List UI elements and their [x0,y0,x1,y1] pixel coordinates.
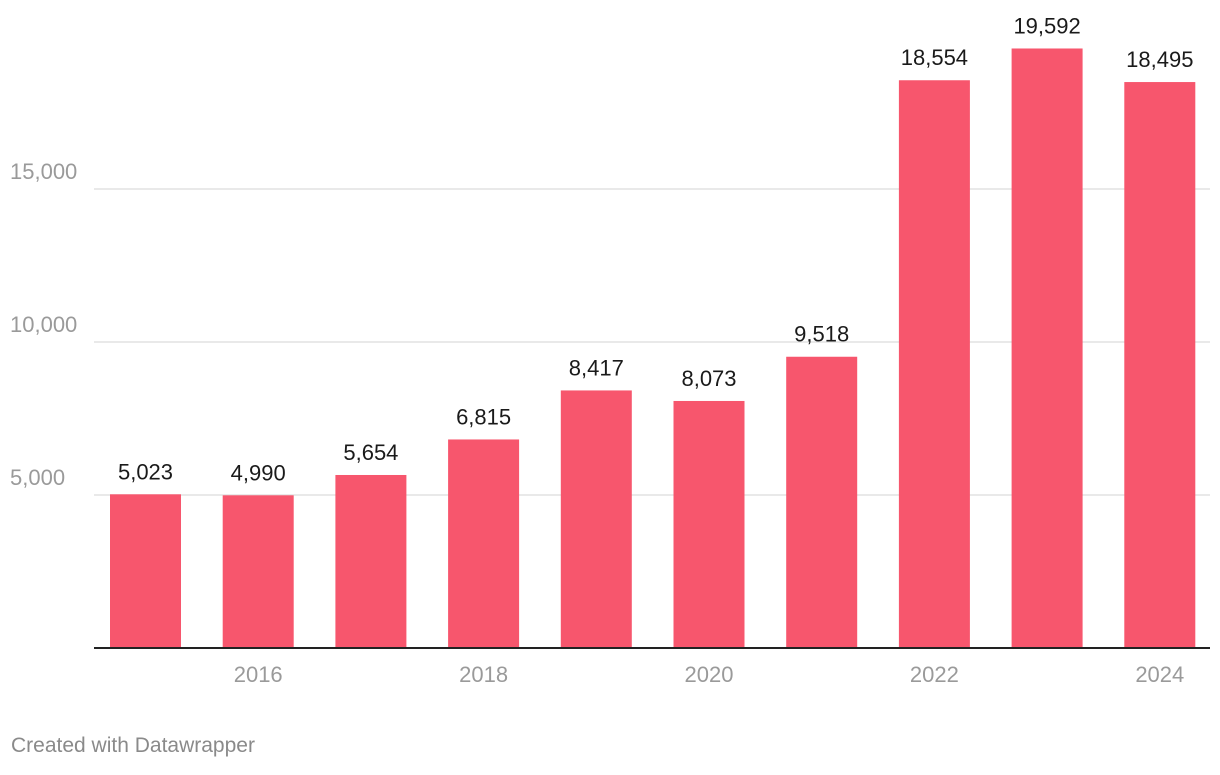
y-tick-label: 15,000 [10,159,77,184]
bar [222,495,294,648]
bar-value-label: 4,990 [231,460,286,485]
bar [786,356,858,648]
bar-value-label: 6,815 [456,404,511,429]
bar-value-label: 8,417 [569,355,624,380]
bar-value-label: 18,495 [1126,47,1193,72]
x-tick-label: 2016 [234,662,283,687]
bar [335,474,407,648]
bar [673,400,745,648]
x-tick-label: 2024 [1135,662,1184,687]
bar [110,494,181,648]
bar [560,390,632,648]
x-tick-label: 2020 [685,662,734,687]
bar-value-label: 5,654 [343,440,398,465]
y-tick-label: 10,000 [10,312,77,337]
bar-value-label: 8,073 [681,366,736,391]
bar-value-label: 19,592 [1013,13,1080,38]
bar [898,80,970,648]
bar [448,439,520,648]
bar [1011,48,1083,648]
x-tick-label: 2022 [910,662,959,687]
y-tick-label: 5,000 [10,465,65,490]
bar [1124,82,1196,649]
bar-value-label: 18,554 [901,45,968,70]
footer-credit: Created with Datawrapper [11,734,255,757]
bar-value-label: 5,023 [118,459,173,484]
x-tick-label: 2018 [459,662,508,687]
bar-value-label: 9,518 [794,322,849,347]
